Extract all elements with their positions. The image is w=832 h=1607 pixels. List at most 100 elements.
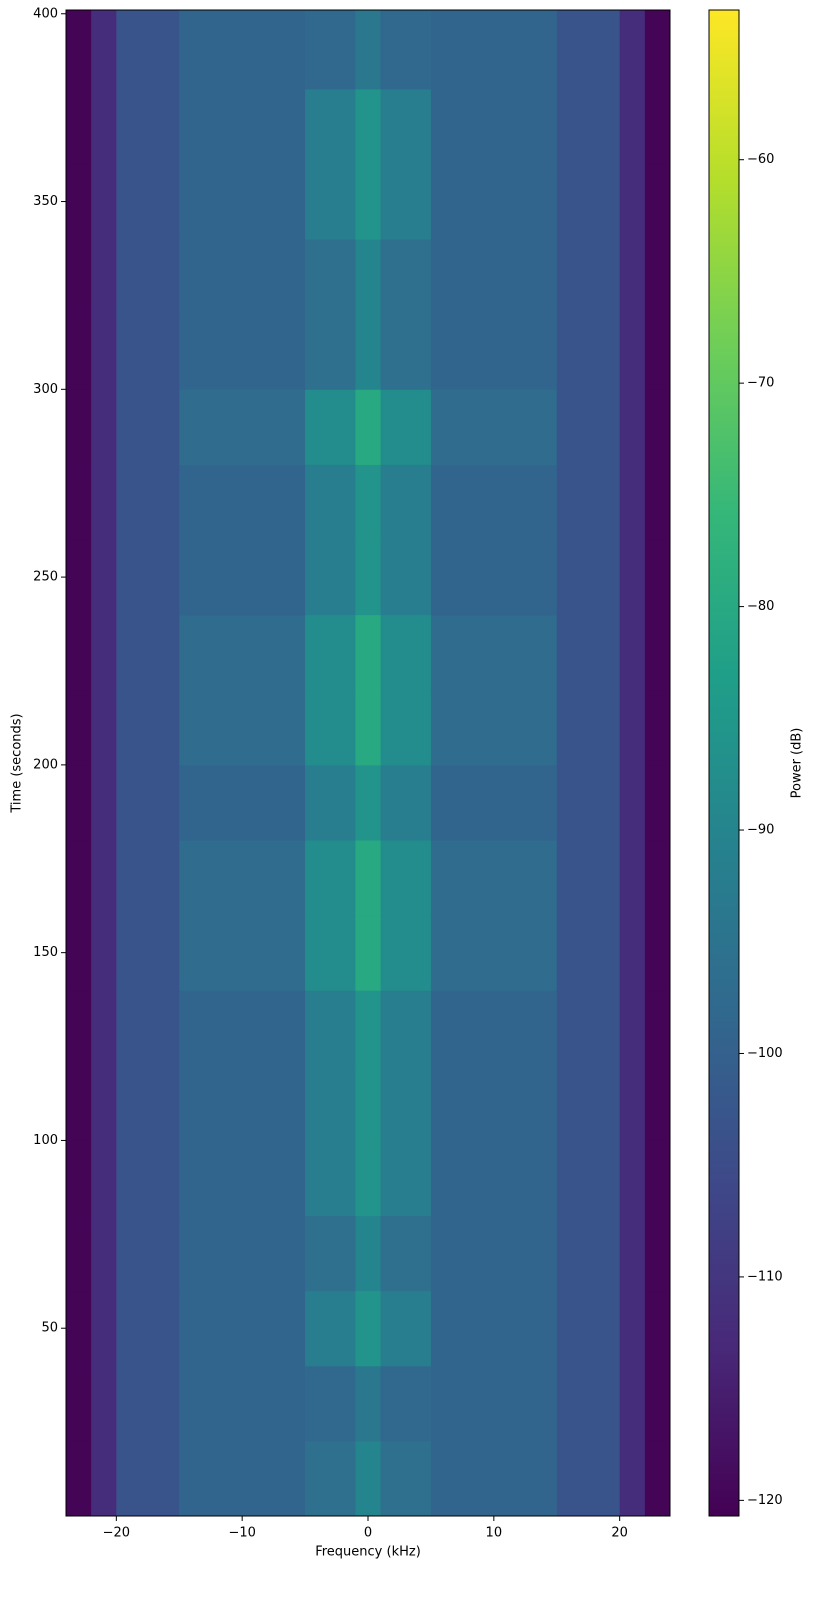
heatmap-cell — [556, 1365, 621, 1442]
heatmap-cell — [619, 1290, 646, 1367]
heatmap-cell — [556, 1440, 621, 1517]
heatmap-cell — [116, 915, 180, 991]
heatmap-cell — [619, 163, 646, 240]
heatmap-cell — [305, 1140, 356, 1217]
heatmap-cell — [305, 689, 356, 766]
heatmap-cell — [305, 389, 356, 465]
heatmap-cell — [116, 1365, 180, 1442]
heatmap-cell — [355, 1140, 382, 1217]
heatmap-cell — [619, 10, 646, 90]
heatmap-cell — [179, 539, 306, 616]
heatmap-cell — [91, 464, 117, 541]
heatmap-cell — [430, 1065, 558, 1141]
heatmap-cell — [380, 389, 432, 465]
heatmap-cell — [66, 1290, 92, 1367]
heatmap-cell — [66, 10, 92, 90]
heatmap-cell — [556, 990, 621, 1066]
heatmap-cell — [179, 990, 306, 1066]
heatmap-cell — [116, 839, 180, 916]
heatmap-cell — [355, 689, 382, 766]
colorbar-tick-label: −60 — [747, 152, 774, 167]
heatmap-cell — [430, 614, 558, 691]
heatmap-cell — [179, 10, 306, 90]
y-tick-label: 100 — [33, 1133, 58, 1148]
heatmap-cell — [619, 1065, 646, 1141]
heatmap-cell — [116, 1440, 180, 1517]
heatmap-cell — [430, 1290, 558, 1367]
heatmap-cell — [91, 764, 117, 841]
heatmap-cell — [91, 10, 117, 90]
heatmap-cell — [91, 88, 117, 165]
heatmap-cell — [644, 1290, 671, 1367]
heatmap-cell — [305, 1365, 356, 1442]
heatmap-cell — [380, 915, 432, 991]
heatmap-cell — [380, 614, 432, 691]
heatmap-cell — [91, 1290, 117, 1367]
heatmap-cell — [355, 1215, 382, 1292]
heatmap-cell — [430, 389, 558, 465]
x-tick-label: 0 — [364, 1526, 372, 1541]
heatmap-cell — [556, 239, 621, 315]
heatmap-cell — [116, 10, 180, 90]
heatmap-cell — [644, 689, 671, 766]
heatmap-cell — [91, 1140, 117, 1217]
heatmap-cell — [305, 1290, 356, 1367]
heatmap-cell — [179, 1440, 306, 1517]
heatmap-cell — [91, 1440, 117, 1517]
heatmap-cell — [430, 764, 558, 841]
heatmap-cell — [355, 1365, 382, 1442]
heatmap-cell — [91, 1365, 117, 1442]
heatmap-cell — [179, 1140, 306, 1217]
heatmap-cell — [380, 539, 432, 616]
heatmap-cell — [430, 464, 558, 541]
heatmap-cell — [355, 464, 382, 541]
heatmap-cell — [179, 464, 306, 541]
heatmap-cell — [380, 1140, 432, 1217]
heatmap-cell — [430, 839, 558, 916]
heatmap-cell — [355, 88, 382, 165]
x-axis-label: Frequency (kHz) — [315, 1545, 421, 1560]
heatmap-cell — [619, 464, 646, 541]
colorbar — [708, 9, 740, 1517]
heatmap-cell — [380, 464, 432, 541]
heatmap-cell — [66, 1065, 92, 1141]
heatmap-cell — [305, 10, 356, 90]
heatmap-cell — [179, 689, 306, 766]
heatmap-cell — [179, 915, 306, 991]
heatmap-cell — [66, 990, 92, 1066]
heatmap-cell — [556, 915, 621, 991]
y-tick-label: 250 — [33, 570, 58, 585]
heatmap-cell — [66, 239, 92, 315]
heatmap-cell — [644, 539, 671, 616]
heatmap-cell — [116, 239, 180, 315]
heatmap-cell — [556, 464, 621, 541]
y-tick-label: 350 — [33, 194, 58, 209]
heatmap-cell — [66, 314, 92, 390]
heatmap-cell — [556, 614, 621, 691]
heatmap-cell — [430, 1365, 558, 1442]
heatmap-cell — [619, 689, 646, 766]
heatmap-cell — [644, 314, 671, 390]
heatmap-cell — [355, 614, 382, 691]
heatmap-cell — [91, 990, 117, 1066]
heatmap-cell — [380, 314, 432, 390]
heatmap-cell — [355, 839, 382, 916]
heatmap-cell — [556, 1290, 621, 1367]
heatmap-cell — [66, 689, 92, 766]
y-tick-label: 300 — [33, 382, 58, 397]
heatmap-cell — [66, 1440, 92, 1517]
heatmap-cell — [644, 88, 671, 165]
heatmap-cell — [66, 163, 92, 240]
heatmap-cell — [66, 839, 92, 916]
heatmap-cell — [430, 314, 558, 390]
heatmap-cell — [556, 10, 621, 90]
heatmap-cell — [305, 314, 356, 390]
heatmap-cell — [619, 990, 646, 1066]
heatmap-cell — [619, 1365, 646, 1442]
heatmap-cell — [380, 1065, 432, 1141]
heatmap-cell — [179, 614, 306, 691]
heatmap-cell — [91, 314, 117, 390]
y-tick-label: 150 — [33, 945, 58, 960]
heatmap-cell — [66, 1365, 92, 1442]
heatmap-cell — [556, 1065, 621, 1141]
